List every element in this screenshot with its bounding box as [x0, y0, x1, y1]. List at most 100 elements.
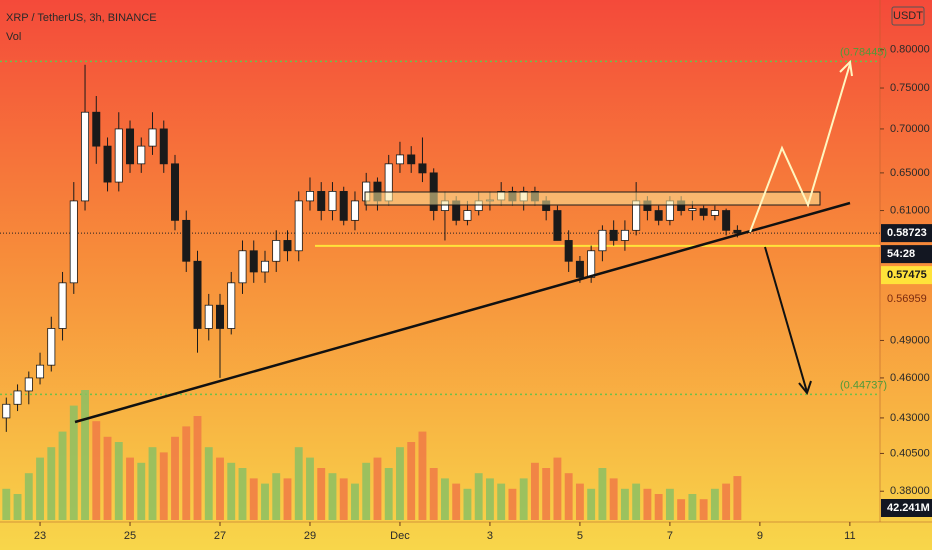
candle-body [272, 240, 281, 262]
y-tick-label: 0.49000 [890, 334, 930, 346]
candle-body [722, 210, 731, 231]
candle-body [305, 191, 314, 202]
volume-bar [283, 478, 292, 520]
x-tick-label: 23 [34, 530, 46, 542]
volume-bar [553, 457, 562, 520]
volume-bar [294, 447, 303, 520]
y-tick-label: 0.65000 [890, 167, 930, 179]
chart-title: XRP / TetherUS, 3h, BINANCE [6, 12, 157, 24]
x-tick-label: 27 [214, 530, 226, 542]
volume-badge-box [881, 499, 932, 517]
volume-bar [126, 457, 134, 520]
volume-bar [587, 488, 596, 520]
volume-bar [81, 390, 89, 520]
volume-bar [351, 483, 359, 520]
bullish-arrowhead [839, 59, 853, 77]
volume-bar [182, 426, 191, 520]
volume-bar [103, 436, 112, 520]
bearish-arrowhead [798, 380, 812, 396]
volume-badge: 42.241M [887, 502, 930, 514]
volume-bar [677, 499, 686, 520]
candle-body [137, 145, 146, 165]
x-tick-label: 5 [577, 530, 583, 542]
volume-bar [733, 476, 742, 520]
volume-bar [2, 488, 11, 520]
countdown: 54:28 [887, 248, 915, 260]
candle-body [126, 128, 135, 165]
volume-bar [654, 494, 663, 520]
volume-bar [665, 488, 674, 520]
candle-body [24, 377, 33, 392]
candle-body [13, 390, 22, 405]
candle-body [654, 210, 663, 221]
candle-body [36, 364, 45, 379]
candle-body [2, 403, 11, 419]
volume-bar [688, 494, 697, 520]
currency-box[interactable] [891, 6, 925, 26]
volume-bar [407, 442, 416, 520]
volume-bar [171, 436, 179, 520]
labels-layer: XRP / TetherUS, 3h, BINANCE Vol USDT 0.8… [6, 6, 932, 542]
volume-bar [47, 447, 56, 520]
volume-bar [710, 488, 719, 520]
volume-bar [508, 488, 517, 520]
candle-body [81, 111, 90, 202]
candle-body [620, 229, 629, 241]
candle-body [317, 191, 326, 211]
price-badge: 0.56959 [887, 293, 927, 305]
volume-bar [148, 447, 157, 520]
volume-bar [463, 488, 472, 520]
volume-bar [598, 468, 607, 520]
candle-body [294, 200, 303, 252]
y-tick-label: 0.38000 [890, 485, 930, 497]
x-tick-label: 11 [844, 530, 855, 542]
volume-bar [317, 468, 326, 520]
volume-bar [632, 483, 641, 520]
x-tick-label: 3 [487, 530, 493, 542]
currency[interactable]: USDT [893, 10, 923, 22]
volume-bar [249, 478, 258, 520]
target-label: (0.78445) [840, 46, 887, 58]
volume-bar [193, 416, 202, 520]
volume-bar [620, 488, 629, 520]
x-tick-label: 29 [304, 530, 316, 542]
support-price-box [881, 266, 932, 285]
candle-body [463, 210, 472, 221]
candle-body [69, 200, 78, 284]
candle-body [47, 328, 56, 366]
volume-bar [227, 462, 236, 520]
volume-bar [373, 457, 382, 520]
candle-body [171, 163, 180, 221]
x-tick-label: 25 [124, 530, 136, 542]
volume-bar [114, 442, 123, 520]
candle-body [238, 250, 247, 284]
candle-body [418, 163, 427, 174]
y-tick-label: 0.61000 [890, 204, 930, 216]
candle-body [587, 250, 596, 278]
candle-body [249, 250, 258, 273]
candle-body [216, 304, 224, 329]
candle-body [159, 128, 168, 165]
volume-bar [564, 473, 573, 520]
volume-bar [722, 483, 731, 520]
candle-body [733, 229, 742, 234]
volume-bar [92, 421, 101, 520]
current-price: 0.58723 [887, 227, 927, 239]
candle-body [260, 260, 269, 273]
volume-bar [441, 478, 449, 520]
volume-bar [216, 457, 224, 520]
candle-body [227, 282, 236, 329]
volume-title: Vol [6, 31, 21, 43]
volume-bar [418, 431, 427, 520]
volume-bar [13, 494, 22, 520]
volume-bar [497, 483, 506, 520]
candle-body [699, 208, 708, 216]
volume-bar [306, 457, 314, 520]
y-tick-label: 0.46000 [890, 372, 930, 384]
y-tick-label: 0.80000 [890, 44, 930, 56]
volume-bar [238, 468, 247, 520]
candle-body [564, 240, 573, 262]
candle-body [92, 111, 101, 147]
volume-bar [519, 478, 528, 520]
candle-body [407, 154, 416, 165]
